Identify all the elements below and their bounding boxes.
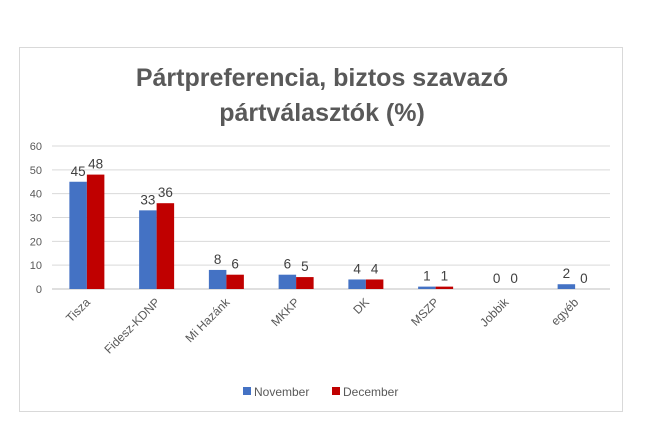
data-label-november: 4 (353, 261, 361, 276)
data-label-december: 1 (441, 269, 449, 284)
chart-frame (19, 47, 623, 412)
chart-title-line-2: pártválasztók (%) (219, 99, 425, 127)
y-tick-label: 60 (30, 141, 42, 153)
x-category-label: DK (350, 295, 372, 317)
data-label-november: 0 (493, 271, 501, 286)
bar-november (208, 269, 227, 289)
x-category-label: Jobbik (477, 295, 512, 330)
bar-december (435, 286, 454, 289)
x-category-label: egyéb (548, 295, 581, 328)
bar-december (86, 174, 105, 289)
legend-entry-december: December (343, 385, 398, 399)
data-label-december: 5 (301, 259, 309, 274)
y-tick-label: 10 (30, 260, 42, 272)
y-tick-label: 20 (30, 236, 42, 248)
x-category-label: MKKP (268, 295, 302, 329)
x-category-label: Fidesz-KDNP (101, 295, 162, 356)
bar-december (226, 274, 244, 289)
legend-swatch-december (332, 387, 340, 395)
bar-november (348, 279, 366, 289)
x-category-label: Tisza (63, 295, 93, 325)
data-label-november: 8 (214, 252, 222, 267)
data-label-december: 48 (88, 157, 103, 172)
bar-december (365, 279, 384, 289)
chart-title-line-1: Pártpreferencia, biztos szavazó (136, 64, 508, 92)
data-label-december: 6 (231, 257, 239, 272)
bar-november (278, 274, 297, 289)
bar-november (139, 210, 157, 289)
legend-swatch-november (243, 387, 251, 395)
data-label-december: 36 (158, 185, 173, 200)
x-category-label: MSZP (408, 295, 441, 328)
data-label-november: 6 (284, 257, 292, 272)
bar-november (557, 284, 576, 289)
data-label-november: 1 (423, 269, 431, 284)
data-label-november: 45 (71, 164, 86, 179)
data-label-december: 0 (510, 271, 518, 286)
data-label-november: 2 (563, 266, 571, 281)
bar-december (296, 277, 314, 289)
data-label-december: 4 (371, 261, 379, 276)
data-label-december: 0 (580, 271, 588, 286)
bar-november (69, 181, 87, 289)
legend-entry-november: November (254, 385, 309, 399)
y-tick-label: 0 (36, 284, 42, 296)
y-tick-label: 40 (30, 189, 42, 201)
x-category-label: Mi Hazánk (183, 295, 234, 346)
data-label-november: 33 (140, 192, 155, 207)
y-tick-label: 50 (30, 165, 42, 177)
y-tick-label: 30 (30, 213, 42, 225)
bar-december (156, 203, 175, 289)
bar-november (418, 286, 436, 289)
